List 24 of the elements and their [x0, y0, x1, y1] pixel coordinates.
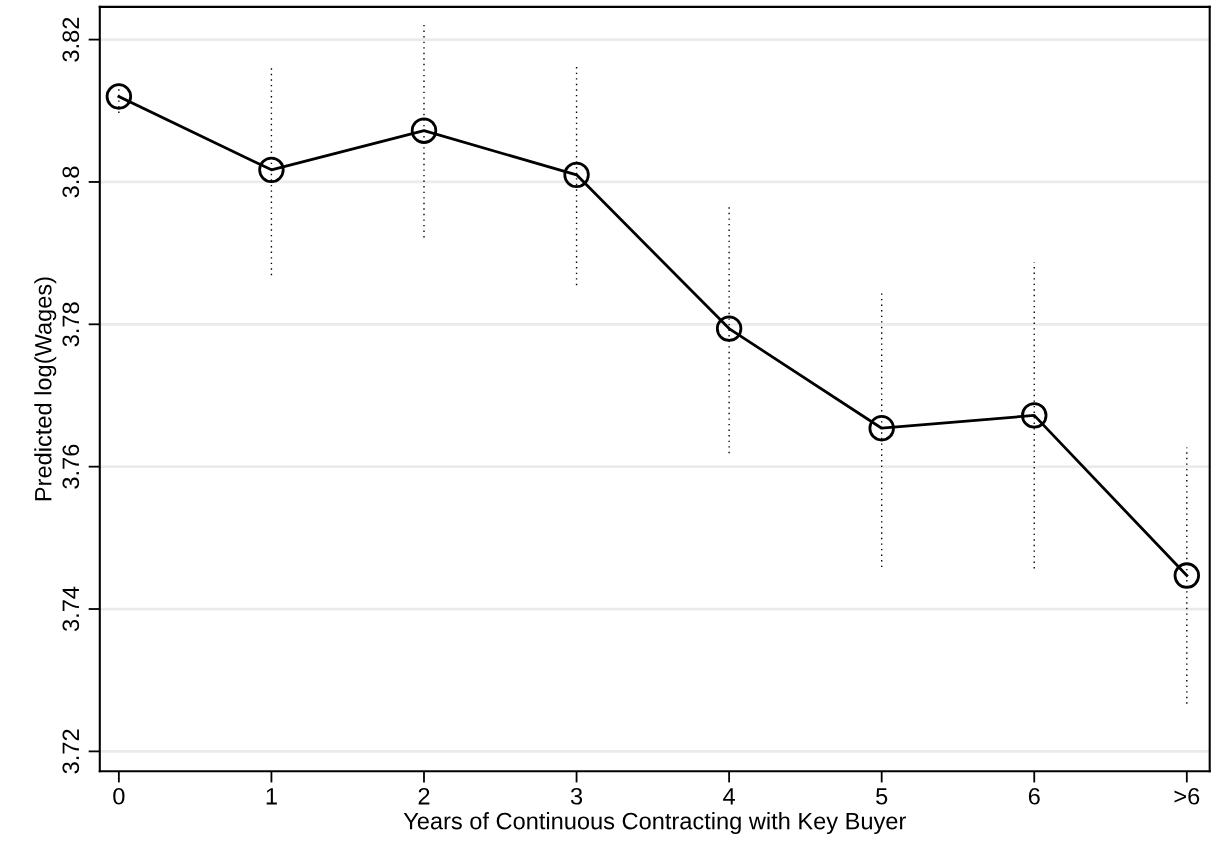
- y-axis-title: Predicted log(Wages): [34, 277, 57, 501]
- point: [1173, 562, 1201, 589]
- x-tick-label: 3: [570, 787, 583, 805]
- y-tick-label: 3.72: [62, 729, 80, 774]
- x-tick-label: 2: [418, 787, 430, 805]
- point: [258, 156, 285, 184]
- x-tick-label: >6: [1174, 787, 1200, 805]
- point: [410, 117, 438, 144]
- x-tick-label: 4: [723, 788, 735, 805]
- y-tick-label: 3.82: [62, 17, 80, 62]
- y-tick-label: 3.74: [62, 586, 80, 632]
- y-tick-label: 3.8: [62, 166, 80, 198]
- point: [563, 161, 590, 189]
- y-tick-label: 3.78: [62, 302, 80, 347]
- point: [105, 83, 133, 110]
- x-tick-label: 6: [1028, 787, 1040, 805]
- x-tick-label: 0: [113, 787, 125, 805]
- point: [868, 415, 895, 442]
- x-tick-label: 1: [266, 788, 277, 805]
- point: [715, 315, 743, 342]
- x-axis-title: Years of Continuous Contracting with Key Buyer: [403, 812, 906, 835]
- y-tick-label: 3.76: [62, 444, 80, 489]
- point: [1021, 402, 1048, 429]
- x-tick-label: 5: [876, 788, 888, 805]
